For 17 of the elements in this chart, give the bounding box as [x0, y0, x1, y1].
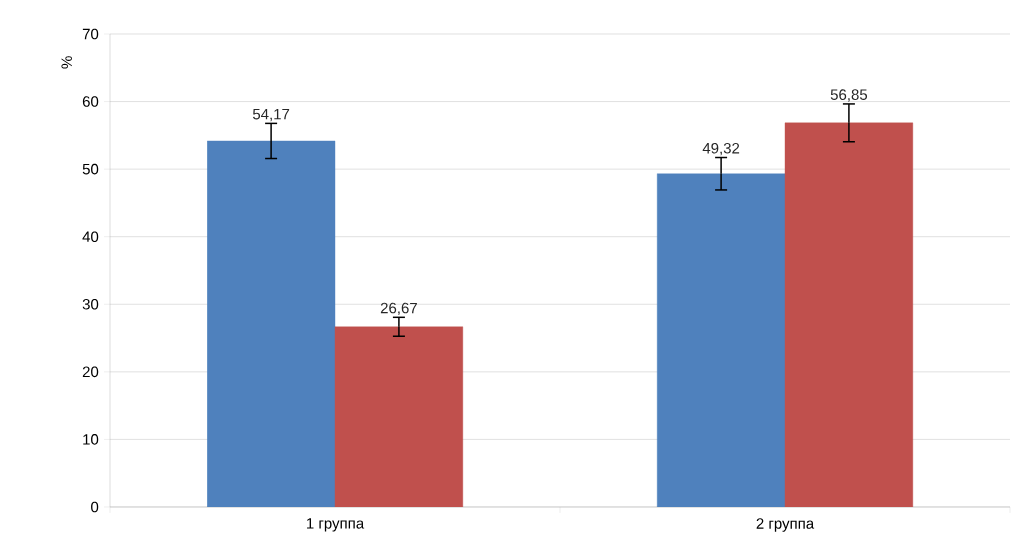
data-label: 56,85 [830, 89, 868, 102]
data-label: 26,67 [380, 302, 417, 316]
y-tick-label: 40 [82, 231, 99, 243]
y-tick-label: 60 [82, 96, 99, 107]
x-tick-label: 2 группа [756, 518, 815, 532]
y-axis-title: % [61, 56, 72, 69]
y-tick-label: 70 [82, 28, 99, 40]
bar [207, 140, 336, 507]
y-tick-label: 10 [83, 434, 99, 445]
data-label: 54,17 [252, 108, 290, 122]
x-tick-label: 1 группа [307, 518, 365, 532]
y-tick-label: 0 [91, 501, 99, 513]
bar [657, 173, 786, 507]
y-tick-label: 20 [82, 366, 99, 378]
data-label: 49,32 [702, 142, 740, 156]
y-tick-label: 30 [82, 298, 99, 310]
y-tick-label: 50 [82, 163, 99, 175]
